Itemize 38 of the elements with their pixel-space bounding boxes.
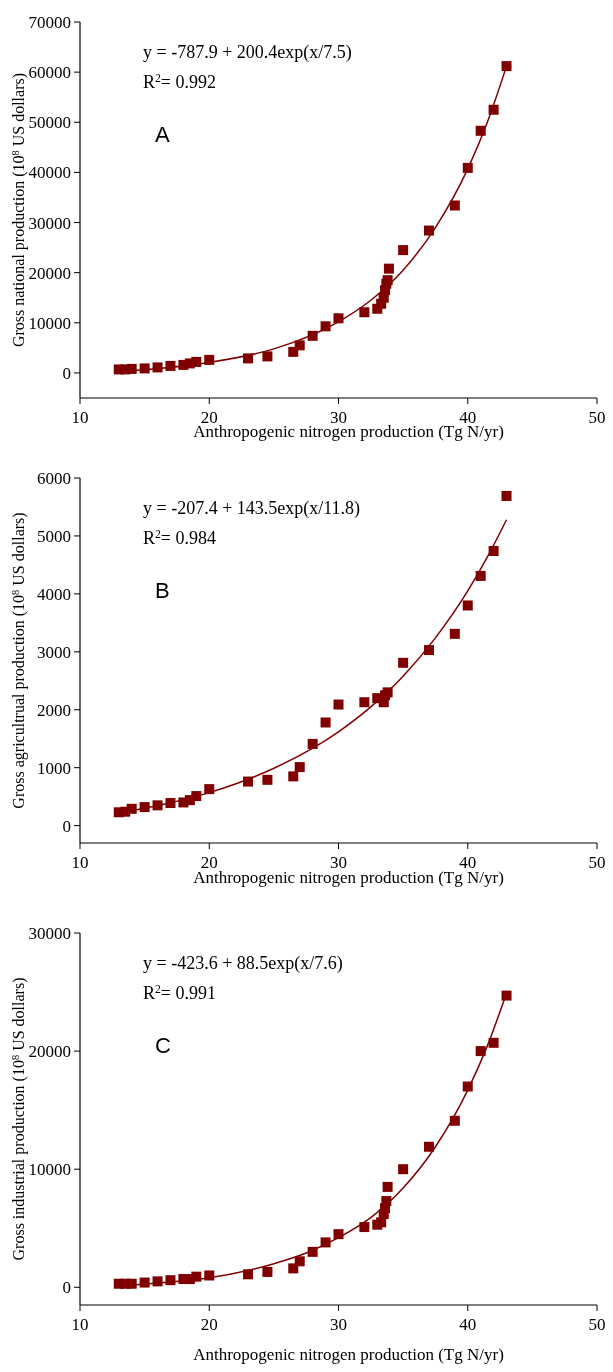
y-tick-label: 50000	[28, 113, 71, 133]
annotation: y = -423.6 + 88.5exp(x/7.6)	[143, 953, 343, 974]
annotation: C	[155, 1033, 171, 1058]
y-tick-label: 5000	[37, 526, 71, 546]
y-tick-label: 60000	[28, 63, 71, 83]
x-tick-label: 50	[588, 1315, 606, 1334]
y-tick-label: 6000	[37, 469, 71, 488]
x-tick-label: 10	[71, 408, 89, 427]
y-tick-label: 0	[62, 363, 71, 383]
y-tick-label: 4000	[37, 584, 71, 604]
y-tick-label: 2000	[37, 700, 71, 720]
x-tick-label: 10	[71, 853, 89, 872]
x-tick-label: 50	[588, 853, 606, 872]
annotation: B	[155, 578, 170, 603]
x-tick-label: 20	[200, 1315, 218, 1334]
annotation: R$^{2}$= 0.991	[143, 982, 217, 1003]
x-tick-label: 10	[71, 1315, 89, 1334]
y-tick-label: 0	[62, 1278, 71, 1298]
x-tick-label: 40	[459, 1315, 477, 1334]
x-tick-label: 50	[588, 408, 606, 427]
annotation: R$^{2}$= 0.984	[143, 527, 217, 548]
annotation: y = -207.4 + 143.5exp(x/11.8)	[143, 498, 361, 519]
y-tick-label: 10000	[28, 1160, 71, 1180]
x-axis-title: Anthropogenic nitrogen production (Tg N/yr)	[193, 1345, 504, 1364]
y-tick-label: 30000	[28, 924, 71, 943]
y-tick-label: 10000	[28, 313, 71, 333]
y-tick-label: 40000	[28, 163, 71, 183]
y-tick-label: 30000	[28, 213, 71, 233]
y-tick-label: 20000	[28, 1042, 71, 1062]
y-tick-label: 3000	[37, 642, 71, 662]
y-tick-label: 70000	[28, 13, 71, 32]
y-tick-label: 0	[62, 816, 71, 836]
annotation: R$^{2}$= 0.992	[143, 71, 217, 92]
annotation: y = -787.9 + 200.4exp(x/7.5)	[143, 42, 352, 63]
y-tick-label: 20000	[28, 263, 71, 283]
annotation: A	[155, 122, 170, 147]
y-tick-label: 1000	[37, 758, 71, 778]
x-tick-label: 30	[330, 1315, 347, 1334]
